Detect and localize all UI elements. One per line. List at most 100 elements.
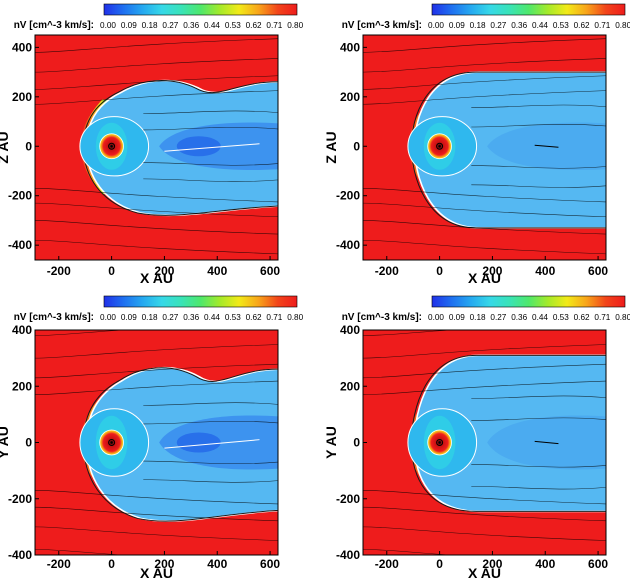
colorbar-tick-label: 0.00 (100, 313, 116, 322)
streamline (143, 460, 278, 464)
colorbar-tick-label: 0.62 (574, 21, 590, 30)
colorbar-tick-label: 0.00 (428, 313, 444, 322)
y-axis-label: Z AU (323, 131, 339, 163)
streamline (35, 380, 278, 395)
streamline (363, 549, 454, 555)
contour-line (164, 439, 260, 449)
streamline (363, 490, 606, 505)
y-tick-label: -400 (8, 238, 32, 252)
streamline (35, 75, 278, 90)
colorbar (431, 3, 626, 16)
streamline (35, 188, 278, 203)
colorbar (431, 295, 626, 308)
streamline (35, 526, 278, 541)
streamline (143, 421, 278, 425)
colorbar-tick-label: 0.80 (287, 21, 303, 30)
colorbar-tick-label: 0.71 (266, 313, 282, 322)
colorbar-tick-label: 0.00 (428, 21, 444, 30)
sun-marker (108, 439, 116, 446)
x-axis-label: X AU (140, 565, 173, 580)
streamline (363, 344, 606, 359)
streamline (363, 380, 606, 395)
x-tick-label: 0 (108, 557, 115, 571)
streamlines (35, 330, 278, 555)
y-tick-label: -400 (336, 548, 360, 562)
streamline (363, 202, 606, 218)
y-tick-label: 200 (340, 379, 360, 393)
streamline (35, 239, 278, 255)
streamline (471, 417, 606, 421)
streamline (471, 124, 606, 128)
y-tick-label: 400 (12, 40, 32, 54)
streamline (143, 162, 278, 166)
x-tick-label: 200 (482, 557, 502, 571)
streamline (363, 239, 606, 255)
x-tick-label: 200 (154, 264, 174, 278)
x-tick-label: 600 (260, 557, 280, 571)
x-tick-label: 0 (436, 264, 443, 278)
plot-frame (34, 34, 279, 261)
streamline (35, 90, 278, 105)
colorbar-tick-label: 0.44 (532, 21, 548, 30)
streamline (143, 110, 278, 114)
heliopause-line (83, 367, 278, 522)
x-tick-label: 200 (154, 557, 174, 571)
streamline (471, 395, 606, 399)
colorbar-tick-label: 0.62 (574, 313, 590, 322)
colorbar-tick-label: 0.09 (449, 313, 465, 322)
y-tick-label: 200 (12, 90, 32, 104)
x-tick-label: 200 (482, 264, 502, 278)
streamlines (363, 38, 606, 255)
colorbar-tick-label: 0.71 (594, 313, 610, 322)
plot-area (35, 330, 278, 555)
streamline (363, 526, 606, 541)
heliopause-line (83, 80, 278, 216)
streamline (471, 165, 606, 169)
colorbar-tick-label: 0.09 (121, 313, 137, 322)
streamline (35, 344, 278, 359)
y-tick-label: 0 (25, 436, 32, 450)
streamline (363, 188, 606, 203)
y-tick-label: 0 (353, 139, 360, 153)
colorbar-tick-label: 0.09 (121, 21, 137, 30)
colorbar-tick-label: 0.80 (615, 313, 630, 322)
y-tick-label: 200 (340, 90, 360, 104)
colorbar-tick-label: 0.36 (183, 313, 199, 322)
streamline (363, 506, 606, 522)
colorbar-tick-label: 0.18 (142, 21, 158, 30)
colorbar-tick-label: 0.27 (162, 313, 178, 322)
x-tick-label: 0 (436, 557, 443, 571)
sun-dot (110, 145, 113, 148)
y-tick-label: 0 (25, 139, 32, 153)
sun-marker (436, 439, 444, 446)
x-tick-label: 400 (207, 557, 227, 571)
colorbar-tick-label: 0.71 (594, 21, 610, 30)
x-tick-label: 600 (588, 264, 608, 278)
streamline (363, 58, 606, 73)
colorbar-tick-label: 0.36 (511, 21, 527, 30)
x-tick-label: -200 (47, 557, 71, 571)
streamline (363, 220, 606, 235)
colorbar-tick-label: 0.44 (204, 21, 220, 30)
streamline (363, 90, 606, 105)
streamline (143, 479, 278, 483)
streamline (471, 486, 606, 490)
colorbar-tick-label: 0.62 (246, 313, 262, 322)
streamline (143, 178, 278, 182)
tail-vortex (176, 432, 221, 453)
y-tick-label: 400 (340, 40, 360, 54)
colorbar-title: nV [cm^-3 km/s]: (342, 312, 422, 323)
y-axis-label: Z AU (0, 131, 11, 163)
y-tick-label: -200 (336, 189, 360, 203)
colorbar-tick-label: 0.53 (553, 313, 569, 322)
streamline (143, 127, 278, 131)
colorbar (103, 295, 298, 308)
colorbar-tick-label: 0.62 (246, 21, 262, 30)
colorbar-tick-label: 0.44 (532, 313, 548, 322)
contour-line (534, 144, 559, 148)
colorbar-tick-label: 0.80 (615, 21, 630, 30)
y-axis-label: Y AU (323, 426, 339, 459)
streamline (35, 363, 278, 379)
colorbar (103, 3, 298, 16)
